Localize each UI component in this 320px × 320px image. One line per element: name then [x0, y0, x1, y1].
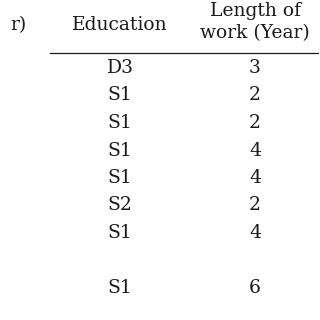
Text: S1: S1 [108, 86, 132, 105]
Text: Education: Education [72, 16, 168, 34]
Text: r): r) [10, 16, 26, 34]
Text: D3: D3 [107, 59, 133, 77]
Text: 4: 4 [249, 169, 261, 187]
Text: S1: S1 [108, 224, 132, 242]
Text: 2: 2 [249, 196, 261, 214]
Text: 4: 4 [249, 224, 261, 242]
Text: 3: 3 [249, 59, 261, 77]
Text: S1: S1 [108, 114, 132, 132]
Text: S1: S1 [108, 169, 132, 187]
Text: 6: 6 [249, 279, 261, 297]
Text: 2: 2 [249, 114, 261, 132]
Text: S1: S1 [108, 279, 132, 297]
Text: 2: 2 [249, 86, 261, 105]
Text: Length of
work (Year): Length of work (Year) [200, 2, 310, 42]
Text: S2: S2 [108, 196, 132, 214]
Text: 4: 4 [249, 141, 261, 159]
Text: S1: S1 [108, 141, 132, 159]
